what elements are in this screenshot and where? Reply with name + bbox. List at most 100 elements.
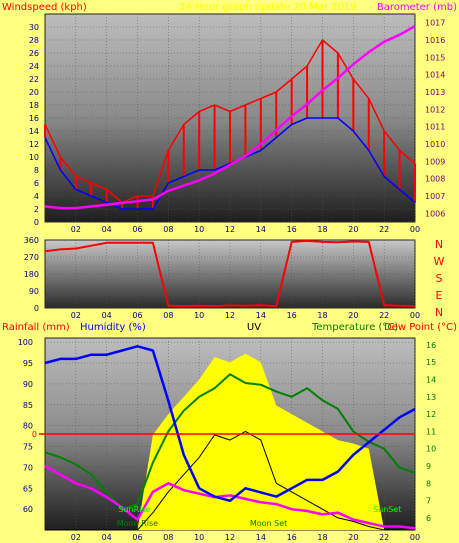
- temp-x-tick: 06: [132, 533, 142, 542]
- wind-y-tick: 28: [29, 36, 39, 45]
- direction-x-tick: 22: [379, 311, 389, 320]
- temp-x-tick: 08: [163, 533, 173, 542]
- direction-y-tick: 90: [29, 287, 39, 296]
- temp-x-tick: 00: [410, 533, 420, 542]
- dewpoint-line: [44, 464, 416, 530]
- temp-x-tick: 10: [194, 533, 204, 542]
- direction-x-tick: 02: [71, 311, 81, 320]
- wind-y-tick: 18: [29, 101, 39, 110]
- gust-line: [44, 39, 416, 204]
- wind-x-tick: 10: [194, 225, 204, 234]
- humidity-y-tick: 100: [18, 338, 33, 347]
- direction-x-tick: 16: [287, 311, 297, 320]
- moon-rise-label: Moon Rise: [117, 519, 158, 528]
- direction-x-tick: 04: [102, 311, 112, 320]
- temp-y-tick: 15: [426, 358, 436, 367]
- wind-x-tick: 20: [348, 225, 358, 234]
- humidity-line: [44, 345, 416, 503]
- wind-x-tick: 08: [163, 225, 173, 234]
- baro-y-tick: 1011: [425, 123, 445, 132]
- humidity-y-tick: 95: [23, 359, 33, 368]
- temperature-axis-label: Temperature (°C): [311, 322, 398, 333]
- wind-y-tick: 8: [34, 166, 39, 175]
- temp-y-tick: 8: [426, 479, 431, 488]
- humidity-y-tick: 90: [23, 380, 33, 389]
- wind-y-tick: 20: [29, 88, 39, 97]
- barometer-line: [44, 25, 416, 210]
- baro-y-tick: 1014: [425, 71, 445, 80]
- temp-y-tick: 11: [426, 427, 436, 436]
- baro-y-tick: 1006: [425, 209, 445, 218]
- humidity-y-tick: 60: [23, 505, 33, 514]
- baro-axis-label: Barometer (mb): [377, 2, 457, 13]
- wind-y-tick: 2: [34, 205, 39, 214]
- baro-y-tick: 1015: [425, 53, 445, 62]
- temp-y-tick: 9: [426, 462, 431, 471]
- direction-y-tick: 0: [34, 304, 39, 313]
- sun-rise-label: SunRise: [118, 505, 150, 514]
- temp-x-tick: 20: [348, 533, 358, 542]
- wind-x-tick: 18: [317, 225, 327, 234]
- direction-line: [44, 239, 416, 308]
- wind-y-tick: 14: [29, 127, 39, 136]
- temp-x-tick: 12: [225, 533, 235, 542]
- compass-label: N: [435, 306, 443, 319]
- uv-area: [45, 353, 415, 530]
- temp-x-tick: 22: [379, 533, 389, 542]
- temp-x-tick: 04: [102, 533, 112, 542]
- direction-x-tick: 08: [163, 311, 173, 320]
- wind-x-tick: 06: [132, 225, 142, 234]
- dewpoint-axis-label: Dew Point (°C): [384, 322, 457, 333]
- rainfall-tick: 0: [32, 430, 37, 439]
- baro-y-tick: 1012: [425, 105, 445, 114]
- compass-label: E: [436, 289, 443, 302]
- direction-x-tick: 14: [256, 311, 266, 320]
- wind-x-tick: 02: [71, 225, 81, 234]
- temp-x-tick: 02: [71, 533, 81, 542]
- humidity-y-tick: 80: [23, 422, 33, 431]
- wind-y-tick: 30: [29, 23, 39, 32]
- direction-x-tick: 12: [225, 311, 235, 320]
- humidity-y-tick: 75: [23, 443, 33, 452]
- direction-y-tick: 270: [24, 253, 39, 262]
- uv-line: [45, 430, 415, 531]
- wind-y-tick: 16: [29, 114, 39, 123]
- moon-set-label: Moon Set: [250, 519, 287, 528]
- wind-axis-label: Windspeed (kph): [2, 2, 87, 13]
- baro-y-tick: 1007: [425, 192, 445, 201]
- temp-y-tick: 16: [426, 341, 436, 350]
- wind-y-tick: 22: [29, 75, 39, 84]
- wind-y-tick: 12: [29, 140, 39, 149]
- wind-y-tick: 26: [29, 49, 39, 58]
- compass-label: N: [435, 238, 443, 251]
- wind-y-tick: 24: [29, 62, 39, 71]
- compass-label: S: [436, 272, 443, 285]
- temp-y-tick: 10: [426, 445, 436, 454]
- direction-y-tick: 360: [24, 236, 39, 245]
- uv-axis-label: UV: [247, 322, 261, 333]
- direction-x-tick: 20: [348, 311, 358, 320]
- temp-x-tick: 16: [287, 533, 297, 542]
- wind-y-tick: 6: [34, 179, 39, 188]
- temp-y-tick: 6: [426, 514, 431, 523]
- sun-set-label: SunSet: [373, 505, 401, 514]
- direction-y-tick: 180: [24, 270, 39, 279]
- baro-y-tick: 1013: [425, 88, 445, 97]
- temp-y-tick: 13: [426, 393, 436, 402]
- wind-y-tick: 4: [34, 192, 39, 201]
- wind-x-tick: 14: [256, 225, 266, 234]
- direction-x-tick: 10: [194, 311, 204, 320]
- temp-x-tick: 14: [256, 533, 266, 542]
- baro-y-tick: 1009: [425, 157, 445, 166]
- direction-x-tick: 18: [317, 311, 327, 320]
- compass-label: W: [434, 255, 445, 268]
- wind-y-tick: 10: [29, 153, 39, 162]
- humidity-y-tick: 85: [23, 401, 33, 410]
- wind-x-tick: 16: [287, 225, 297, 234]
- baro-y-tick: 1010: [425, 140, 445, 149]
- temp-y-tick: 14: [426, 376, 436, 385]
- temp-x-tick: 18: [317, 533, 327, 542]
- temp-y-tick: 7: [426, 497, 431, 506]
